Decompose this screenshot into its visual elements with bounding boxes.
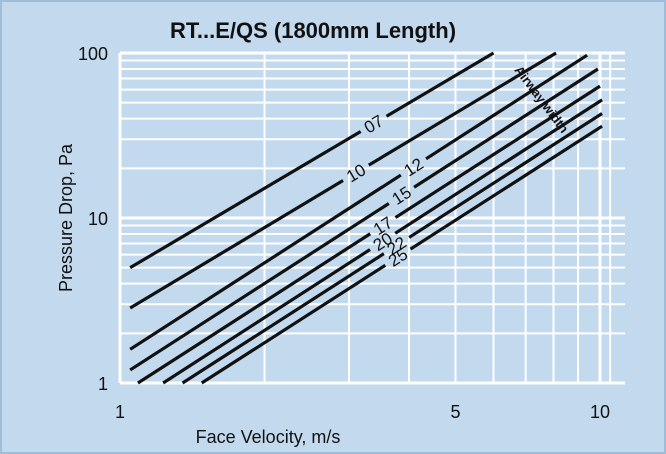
series-line-25 [409,124,603,251]
series-label-10: 10 [343,160,369,186]
x-tick-label: 10 [590,402,610,422]
series-line-17 [394,84,601,219]
y-tick-label: 10 [88,209,108,229]
series-line-07 [129,130,362,270]
series-line-15 [413,67,599,189]
series-line-22 [408,112,603,239]
x-tick-label: 5 [450,402,460,422]
series-line-17 [137,232,372,385]
series-label-15: 15 [389,183,415,209]
series-label-12: 12 [401,154,427,180]
series-line-20 [394,98,603,235]
series-line-15 [129,202,390,372]
y-axis-label: Pressure Drop, Pa [56,143,76,292]
x-tick-label: 1 [115,402,125,422]
series-line-10 [367,51,557,167]
y-tick-label: 1 [98,374,108,394]
series-line-10 [129,179,344,310]
y-tick-label: 100 [78,44,108,64]
series-line-12 [425,53,588,161]
series-line-12 [129,173,402,351]
series-line-07 [385,51,495,118]
series-line-25 [200,263,387,385]
series-line-22 [181,252,385,385]
series-line-20 [162,248,371,385]
chart-title: RT...E/QS (1800mm Length) [170,18,456,43]
x-axis-label: Face Velocity, m/s [196,427,341,447]
series-label-07: 07 [361,111,387,137]
